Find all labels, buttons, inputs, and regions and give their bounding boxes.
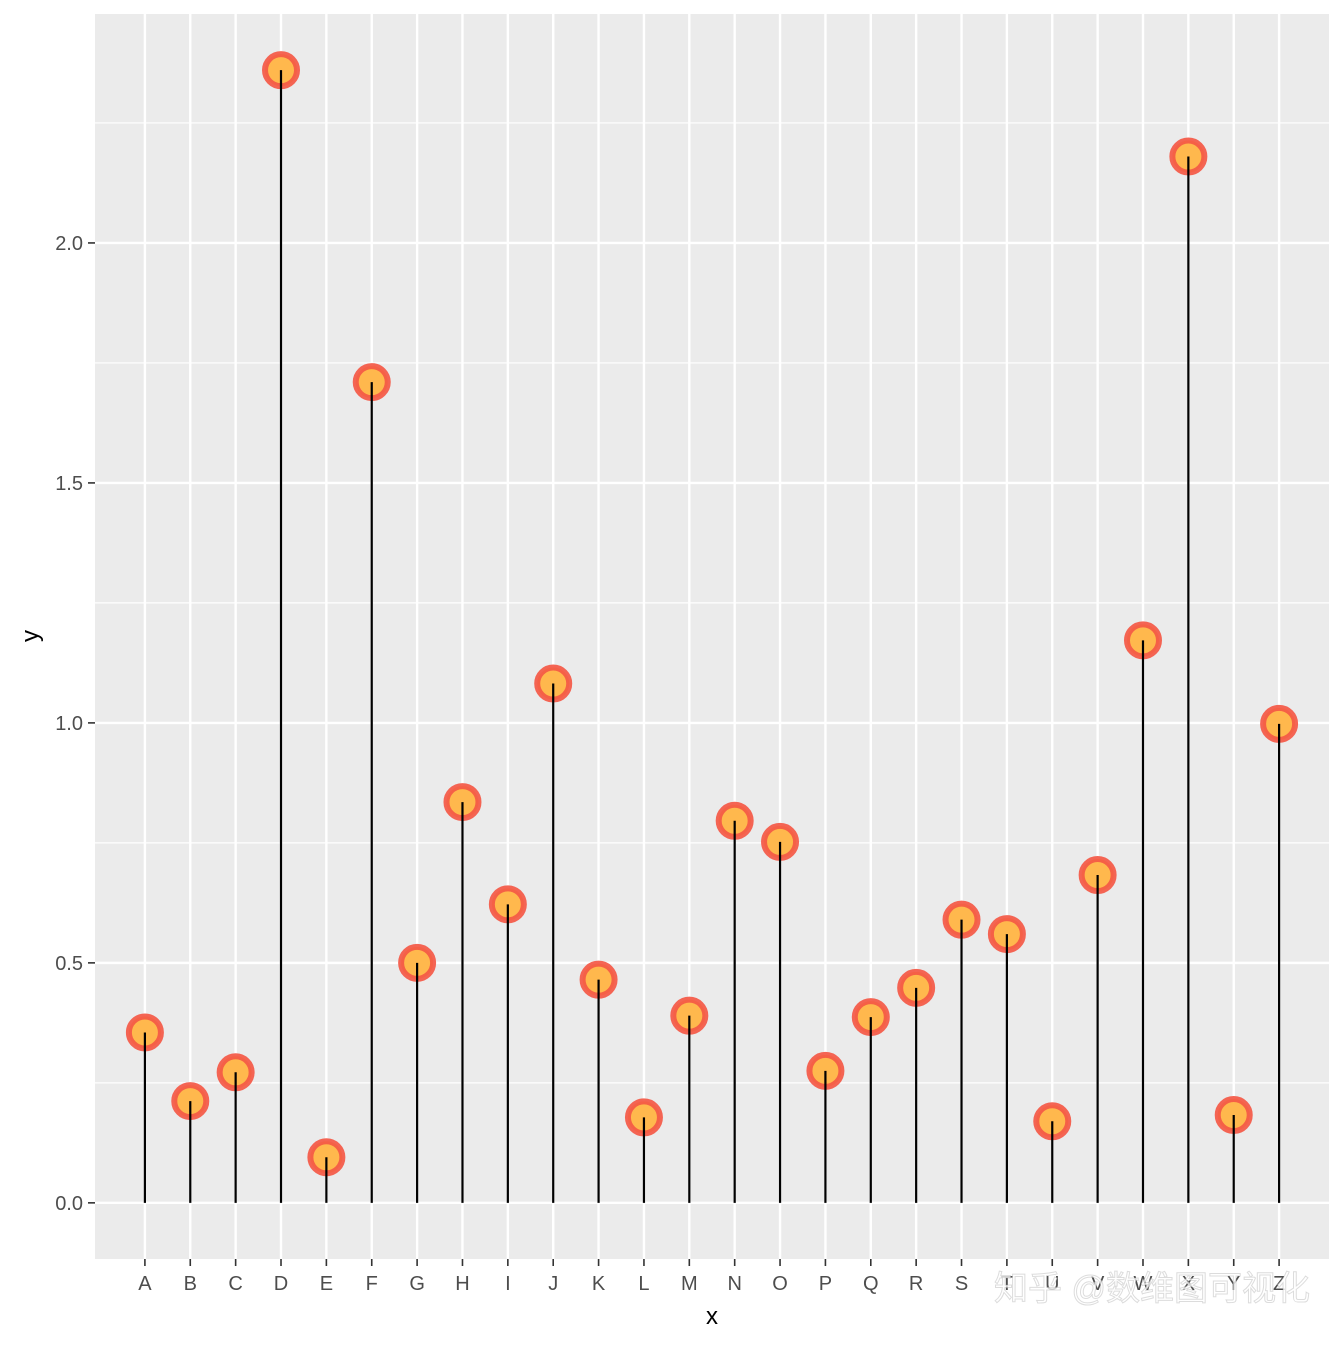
x-tick-label: K <box>592 1273 606 1295</box>
y-tick-label: 2.0 <box>55 233 83 255</box>
y-tick-label: 0.5 <box>55 953 83 975</box>
x-tick-label: X <box>1182 1273 1195 1295</box>
minor-gridlines <box>95 122 1329 1084</box>
x-tick-label: V <box>1091 1273 1105 1295</box>
x-tick-label: L <box>638 1273 649 1295</box>
y-tick-label: 1.5 <box>55 473 83 495</box>
x-tick-label: J <box>548 1273 558 1295</box>
y-axis-ticks: 0.0 0.5 1.0 1.5 2.0 <box>55 233 95 1215</box>
x-tick-label: H <box>455 1273 469 1295</box>
y-tick-label: 0.0 <box>55 1193 83 1215</box>
x-tick-label: N <box>727 1273 741 1295</box>
x-tick-label: M <box>681 1273 698 1295</box>
x-tick-label: G <box>409 1273 425 1295</box>
x-tick-label: C <box>228 1273 242 1295</box>
x-tick-label: F <box>366 1273 378 1295</box>
panel-background <box>95 14 1329 1259</box>
x-tick-label: Y <box>1227 1273 1240 1295</box>
x-tick-label: I <box>505 1273 511 1295</box>
x-tick-label: Q <box>863 1273 879 1295</box>
x-tick-label: W <box>1134 1273 1153 1295</box>
watermark: 知乎 @数维图可视化 <box>994 1270 1310 1308</box>
x-tick-label: D <box>274 1273 288 1295</box>
x-tick-label: O <box>772 1273 788 1295</box>
lollipop-stems <box>143 70 1281 1203</box>
x-tick-label: S <box>955 1273 968 1295</box>
x-tick-label: A <box>138 1273 152 1295</box>
x-tick-label: T <box>1001 1273 1013 1295</box>
y-axis-title: y <box>17 630 44 642</box>
x-axis-ticks: A B C D E F G H I J K L M N O P Q R S T U V W X Y Z <box>138 1259 1285 1295</box>
x-tick-label: B <box>184 1273 197 1295</box>
x-tick-label: P <box>819 1273 832 1295</box>
x-tick-label: Z <box>1273 1273 1285 1295</box>
y-tick-label: 1.0 <box>55 713 83 735</box>
x-tick-label: E <box>320 1273 333 1295</box>
x-axis-title: x <box>706 1303 718 1330</box>
x-tick-label: R <box>909 1273 923 1295</box>
x-tick-label: U <box>1045 1273 1059 1295</box>
